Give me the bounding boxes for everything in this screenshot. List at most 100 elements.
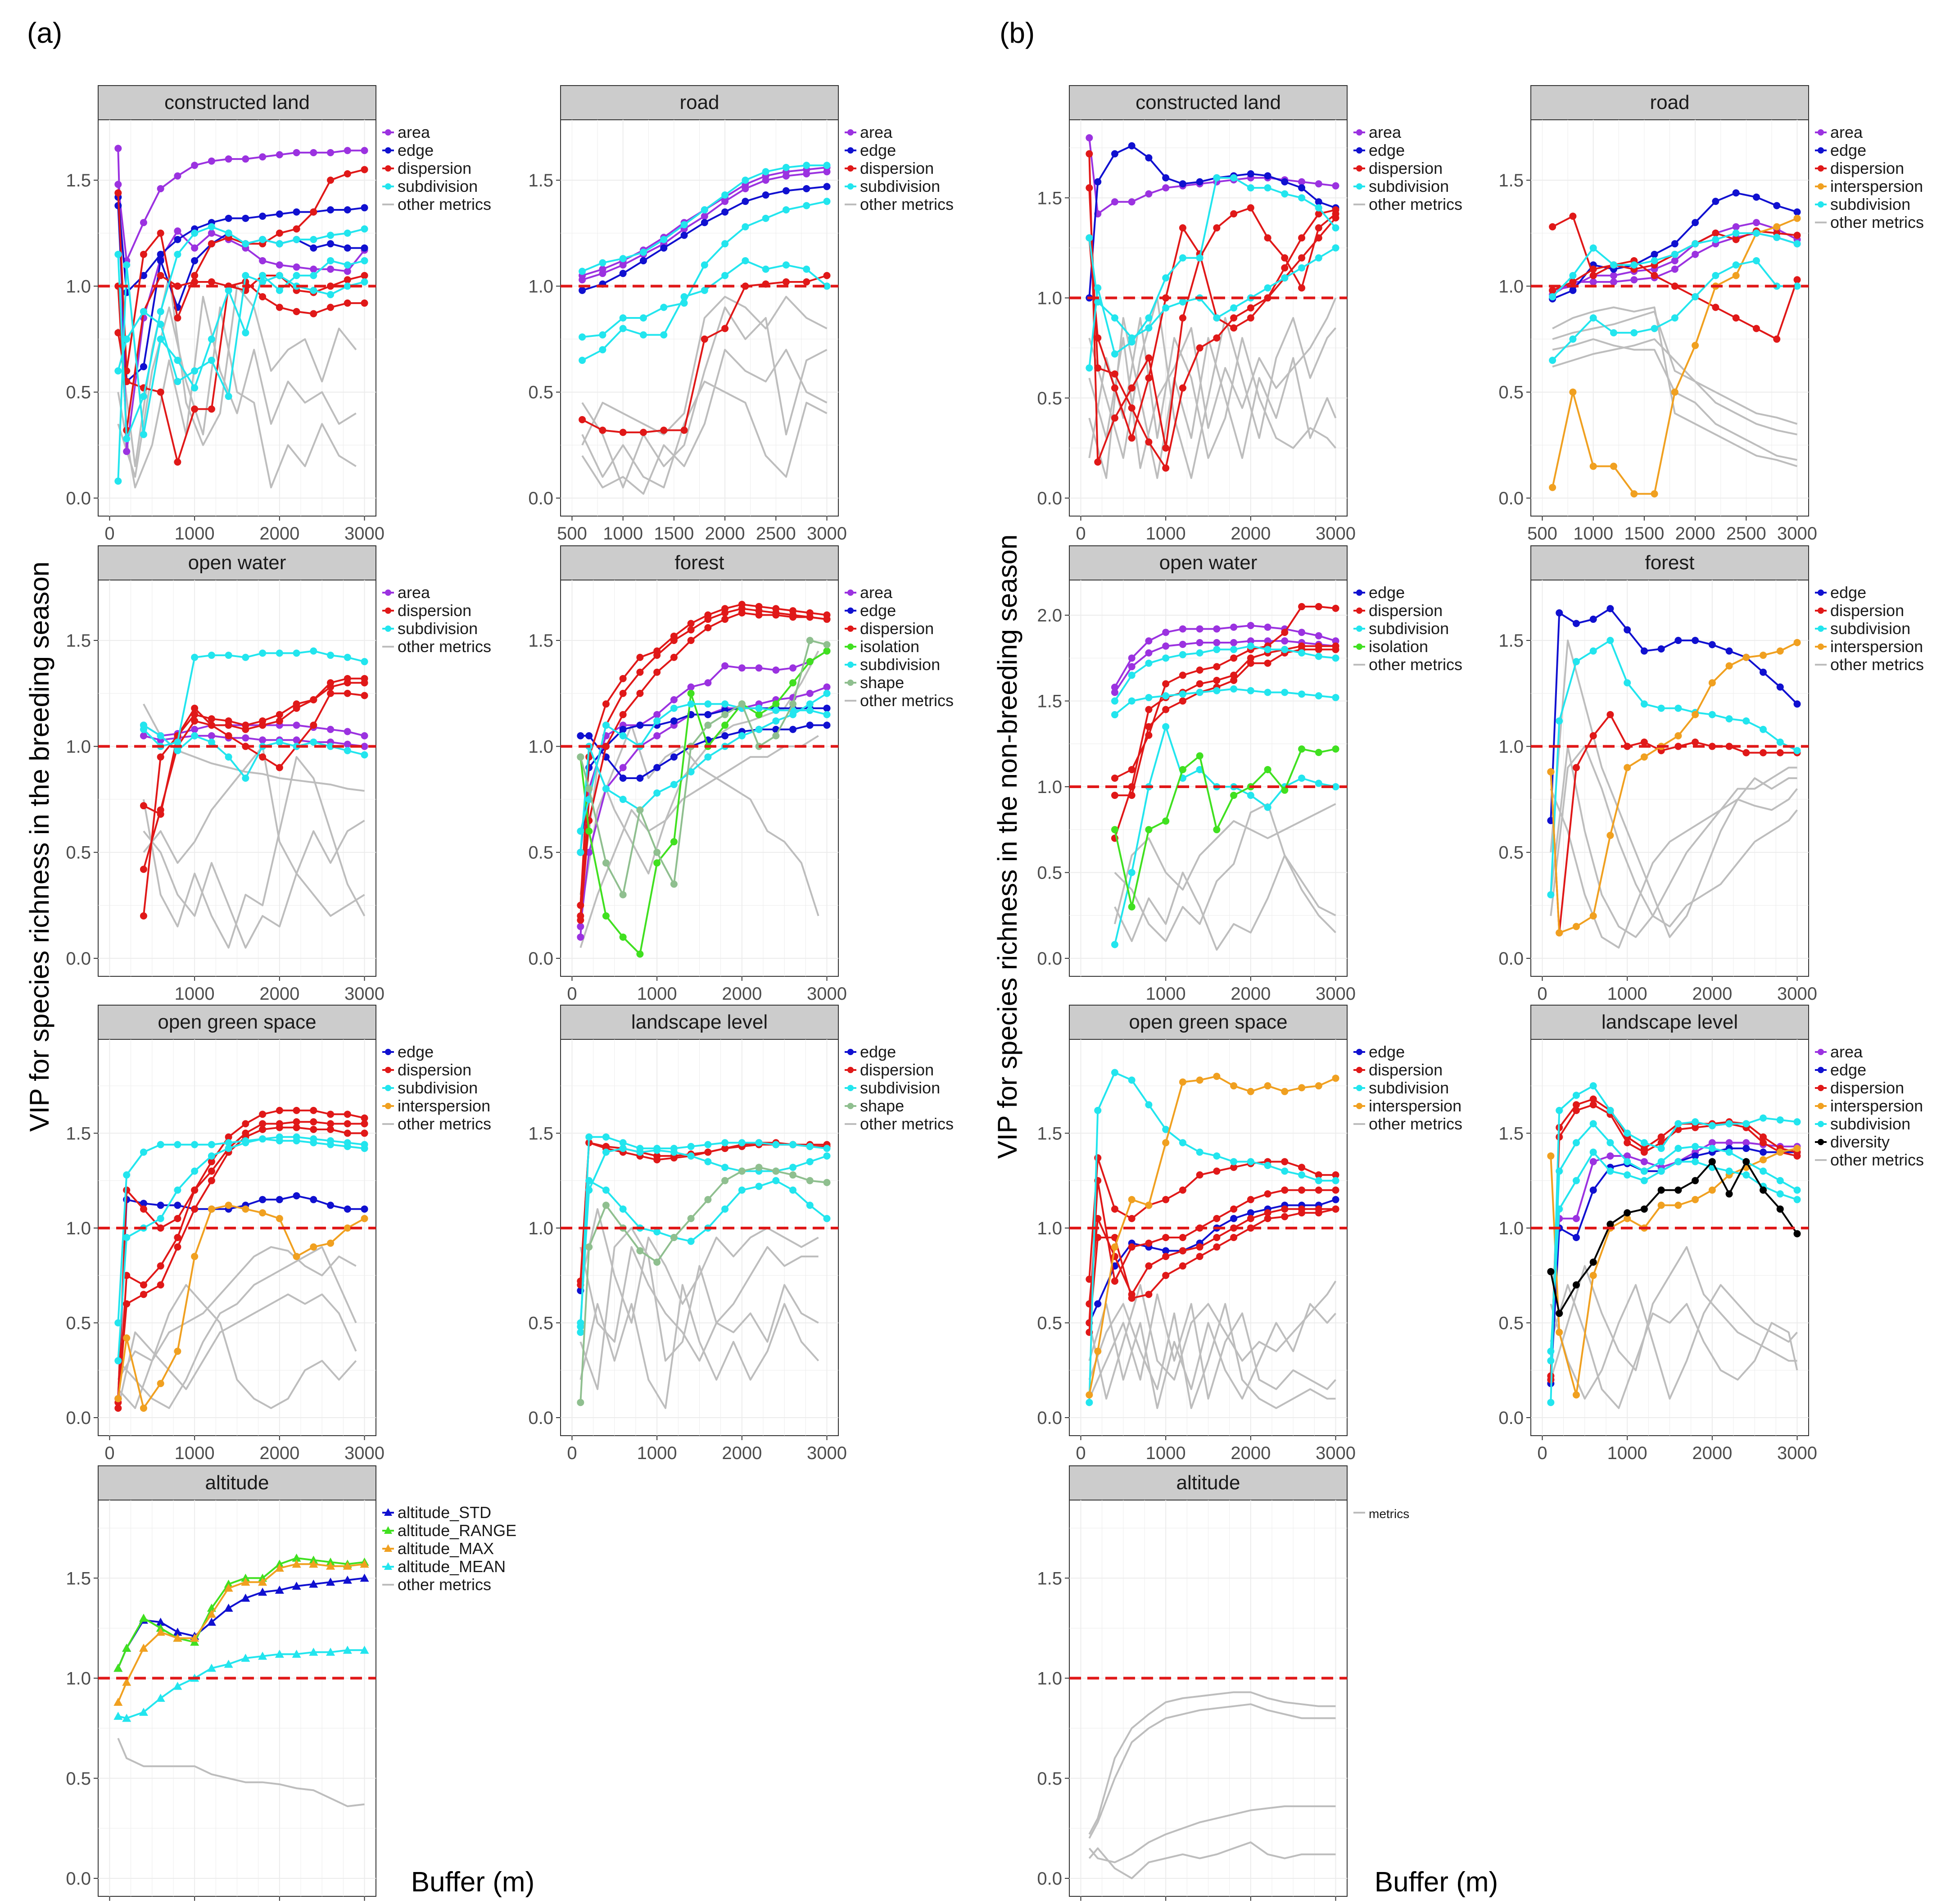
legend-label: other metrics [1369, 195, 1462, 213]
x-tick-label: 1000 [603, 524, 643, 544]
series-line [1088, 297, 1337, 469]
data-point [1760, 1133, 1767, 1141]
x-tick-label: 2000 [1675, 524, 1715, 544]
data-point [782, 261, 790, 269]
data-point [1773, 223, 1781, 231]
data-point [208, 405, 215, 413]
data-point [704, 721, 712, 729]
data-point [1657, 1158, 1665, 1165]
data-point [1128, 434, 1136, 442]
data-point [275, 1650, 284, 1658]
legend-label: area [1830, 123, 1863, 141]
series-edge [579, 183, 831, 294]
data-point [1760, 652, 1767, 659]
data-point [1247, 659, 1254, 667]
data-point [1332, 1186, 1339, 1194]
data-point [1111, 414, 1118, 422]
data-point [1111, 711, 1118, 719]
data-point [344, 170, 351, 177]
data-point [1547, 1347, 1555, 1355]
data-point [1692, 250, 1699, 258]
data-point [327, 240, 335, 248]
series-shape [577, 637, 831, 898]
data-point [1760, 1114, 1767, 1122]
data-point [653, 711, 661, 718]
y-tick-label: 0.5 [1037, 389, 1062, 408]
x-tick-label: 500 [557, 524, 587, 544]
data-point [191, 244, 199, 252]
data-point [1606, 637, 1614, 644]
data-point [208, 1152, 215, 1160]
data-point [344, 244, 351, 252]
legend-label: subdivision [1830, 619, 1910, 638]
legend-label: altitude_RANGE [398, 1521, 516, 1540]
data-point [803, 185, 810, 192]
data-point [680, 426, 688, 434]
data-point [1589, 732, 1597, 739]
data-point [310, 208, 317, 216]
data-point [1589, 1101, 1597, 1109]
data-point [208, 652, 215, 659]
data-point [721, 1145, 729, 1152]
data-point [602, 721, 610, 729]
series-other [579, 1284, 819, 1409]
x-tick-label: 1500 [654, 524, 694, 544]
x-tick-label: 2500 [1726, 524, 1766, 544]
data-point [806, 1201, 814, 1209]
data-point [1332, 637, 1339, 645]
legend-label: edge [398, 1043, 434, 1061]
legend-label: edge [860, 601, 896, 620]
data-point [585, 1177, 593, 1184]
series-line [579, 1284, 819, 1409]
data-point [293, 704, 300, 712]
legend-item-dispersion: dispersion [1815, 601, 1904, 620]
x-tick-label: 500 [1527, 524, 1557, 544]
data-point [1247, 1158, 1254, 1165]
data-point [225, 1201, 232, 1209]
data-point [1281, 646, 1289, 653]
data-point [1196, 1148, 1203, 1156]
series-line [117, 1109, 365, 1409]
data-point [599, 331, 606, 339]
legend-label: other metrics [1830, 1151, 1924, 1169]
data-point [772, 707, 780, 714]
data-point [140, 866, 147, 873]
data-point [1128, 384, 1136, 392]
data-point [123, 1171, 131, 1179]
data-point [344, 1205, 351, 1213]
data-point [1742, 1171, 1750, 1179]
data-point [701, 206, 708, 213]
data-point [1572, 923, 1580, 930]
data-point [619, 732, 627, 739]
data-point [1651, 272, 1658, 279]
data-point [670, 1148, 678, 1156]
data-point [619, 325, 627, 332]
series-line [1088, 1075, 1336, 1395]
data-point [157, 1281, 164, 1289]
data-point [1230, 304, 1238, 312]
data-point [276, 304, 283, 311]
data-point [1179, 1247, 1186, 1255]
data-point [361, 166, 368, 173]
legend-label: subdivision [1830, 1115, 1910, 1133]
legend-item-other-metrics: other metrics [1815, 655, 1924, 674]
data-point [1589, 1120, 1597, 1128]
data-point [1213, 1234, 1221, 1241]
data-point [670, 704, 678, 712]
legend: edgedispersionsubdivisioninterspersionot… [1353, 1043, 1462, 1133]
series-line [142, 756, 366, 949]
data-point [140, 721, 147, 729]
data-point [157, 229, 164, 237]
data-point [157, 308, 164, 315]
data-point [1651, 250, 1658, 258]
x-tick-label: 1000 [1146, 1443, 1186, 1463]
series-area [1111, 621, 1339, 691]
data-point [653, 1258, 661, 1266]
data-point [619, 1139, 627, 1147]
data-point [1760, 749, 1767, 757]
y-tick-label: 1.5 [528, 1124, 553, 1143]
series-line [117, 226, 365, 440]
